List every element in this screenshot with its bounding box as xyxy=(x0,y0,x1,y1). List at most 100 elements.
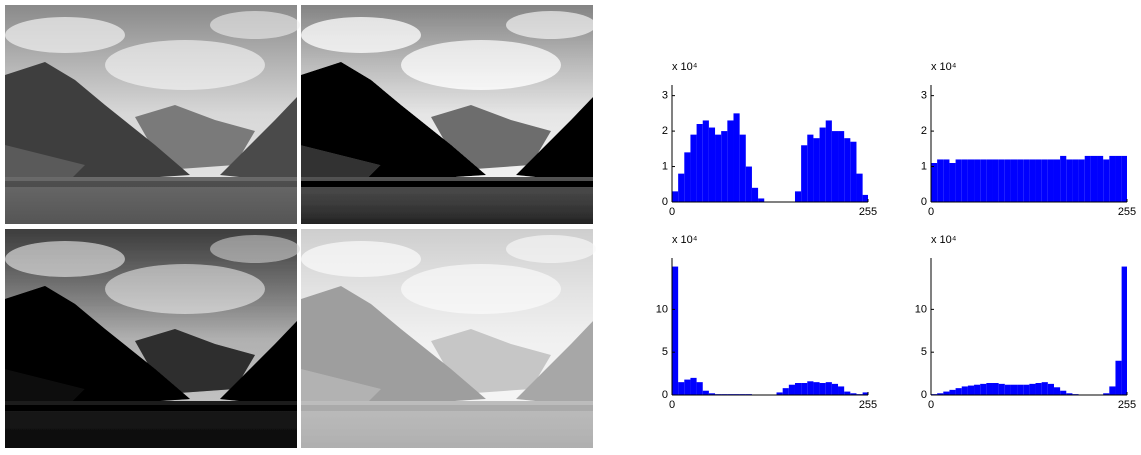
histogram-bar xyxy=(844,138,850,202)
y-tick-label: 5 xyxy=(662,346,668,358)
histogram-bar xyxy=(1023,385,1029,395)
histogram-bar xyxy=(1005,385,1011,395)
histogram-bar xyxy=(672,191,678,202)
bright-image xyxy=(301,229,596,448)
x-tick-label: 0 xyxy=(928,206,934,218)
histogram-bar xyxy=(1023,159,1029,202)
x-tick-label: 255 xyxy=(1118,399,1136,411)
histogram-bar xyxy=(678,382,684,395)
histogram-bar xyxy=(1122,156,1127,202)
histogram-bar xyxy=(1005,159,1011,202)
histogram-bar xyxy=(1029,384,1035,395)
histogram-bar xyxy=(1109,156,1115,202)
histogram-bar xyxy=(1085,156,1091,202)
histogram-bar xyxy=(992,159,998,202)
histogram-bar xyxy=(1115,361,1121,395)
x-tick-label: 255 xyxy=(1118,206,1136,218)
histogram-bar xyxy=(820,383,826,395)
histogram-bar xyxy=(789,385,795,395)
dark-image xyxy=(5,229,300,448)
histogram-bar xyxy=(801,145,807,202)
histogram-bar xyxy=(1036,159,1042,202)
histogram-bar xyxy=(937,159,943,202)
histogram-bar xyxy=(980,384,986,395)
histogram-bar xyxy=(1103,159,1109,202)
histogram-bar xyxy=(931,163,937,202)
y-tick-label: 3 xyxy=(662,90,668,102)
histogram-bar xyxy=(690,135,696,202)
histogram-bar xyxy=(856,174,862,202)
histogram-bar xyxy=(1054,159,1060,202)
histogram-bar xyxy=(980,159,986,202)
histogram-bar xyxy=(697,382,703,395)
original-image xyxy=(5,5,300,224)
histogram-bar xyxy=(826,120,832,202)
histogram-bar xyxy=(956,159,962,202)
histogram-bar xyxy=(943,392,949,395)
histogram-bar xyxy=(1054,387,1060,395)
histogram-bar xyxy=(746,167,752,202)
histogram-bar xyxy=(1097,156,1103,202)
histogram-bar xyxy=(962,159,968,202)
histogram-bar xyxy=(968,159,974,202)
y-tick-label: 5 xyxy=(921,346,927,358)
histogram-bar xyxy=(962,386,968,395)
x-tick-label: 255 xyxy=(859,206,877,218)
histogram-bar xyxy=(752,188,758,202)
histogram-bar xyxy=(678,174,684,202)
histogram-bar xyxy=(832,131,838,202)
histogram-bar xyxy=(986,159,992,202)
histogram-bar xyxy=(1048,384,1054,395)
x-tick-label: 255 xyxy=(859,399,877,411)
histogram-bar xyxy=(795,191,801,202)
histogram-bar xyxy=(807,135,813,202)
histogram-bar xyxy=(974,159,980,202)
y-tick-label: 1 xyxy=(921,160,927,172)
histogram-bar xyxy=(1017,159,1023,202)
histogram-bar xyxy=(1109,386,1115,395)
histogram-bar xyxy=(992,383,998,395)
histogram-bar xyxy=(795,383,801,395)
histogram-bar xyxy=(838,386,844,395)
histogram-bar xyxy=(943,159,949,202)
histogram-bar xyxy=(709,128,715,202)
histogram-bar xyxy=(826,382,832,395)
y-tick-label: 1 xyxy=(662,160,668,172)
histogram-bar xyxy=(820,128,826,202)
histogram-bar xyxy=(672,267,678,395)
histogram-bar xyxy=(1036,383,1042,395)
y-tick-label: 0 xyxy=(662,196,668,208)
axis-multiplier: x 10⁴ xyxy=(931,61,957,73)
histogram-bar xyxy=(697,124,703,202)
axis-multiplier: x 10⁴ xyxy=(672,61,698,73)
y-tick-label: 0 xyxy=(662,389,668,401)
histogram-bar xyxy=(832,384,838,395)
histogram-bar xyxy=(850,142,856,202)
histogram-bar xyxy=(1066,159,1072,202)
x-tick-label: 0 xyxy=(669,399,675,411)
histogram-bar xyxy=(690,378,696,395)
histogram-bar xyxy=(999,384,1005,395)
axis-multiplier: x 10⁴ xyxy=(931,234,957,246)
y-tick-label: 10 xyxy=(915,303,927,315)
histogram-bar xyxy=(968,386,974,395)
histogram-bar xyxy=(1042,382,1048,395)
histogram-bar xyxy=(715,135,721,202)
x-tick-label: 0 xyxy=(928,399,934,411)
histogram-bar xyxy=(1060,391,1066,395)
histogram-bar xyxy=(1029,159,1035,202)
histogram-bar xyxy=(703,391,709,395)
histogram-bar xyxy=(1072,159,1078,202)
histogram-bar xyxy=(863,195,868,202)
histogram-bar xyxy=(1017,385,1023,395)
histogram-bar xyxy=(703,120,709,202)
histogram-bar xyxy=(999,159,1005,202)
histogram-bar xyxy=(986,383,992,395)
histogram-bar xyxy=(949,163,955,202)
histogram-bar xyxy=(783,388,789,395)
histogram-bar xyxy=(740,135,746,202)
y-tick-label: 2 xyxy=(662,125,668,137)
histogram-bar xyxy=(807,381,813,395)
